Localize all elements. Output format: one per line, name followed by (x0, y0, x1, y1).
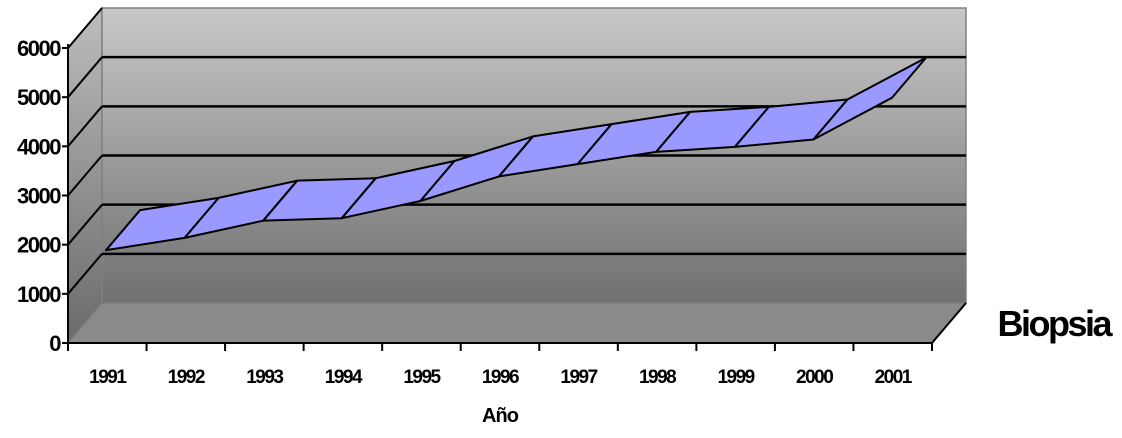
y-tick-label: 6000 (17, 36, 61, 61)
gridline-side (67, 253, 103, 295)
y-tick-label: 2000 (17, 233, 61, 258)
y-tick-label: 0 (49, 331, 61, 356)
x-tick-label: 2000 (796, 367, 833, 388)
x-tick-label: 1991 (89, 367, 127, 388)
gridline-side (67, 105, 103, 147)
x-tick-label: 1996 (482, 367, 519, 388)
y-tick-label: 4000 (17, 134, 61, 159)
x-axis-title: Año (482, 405, 519, 427)
x-tick-label: 1993 (246, 367, 283, 388)
floor-edge (931, 302, 967, 344)
x-tick-label: 1997 (560, 367, 597, 388)
series-segment (812, 56, 927, 141)
gridline-side (67, 154, 103, 197)
y-tick-label: 1000 (17, 282, 61, 307)
gridline-side (67, 204, 103, 246)
x-tick-label: 1994 (325, 367, 363, 388)
x-tick-label: 1995 (403, 367, 441, 388)
y-tick-label: 5000 (17, 85, 61, 110)
x-tick-label: 2001 (875, 367, 913, 388)
x-tick-label: 1998 (639, 367, 676, 388)
legend-label: Biopsia (997, 303, 1113, 344)
y-tick-label: 3000 (17, 184, 61, 209)
gridline-side (67, 7, 103, 49)
floor (66, 302, 968, 344)
x-tick-label: 1999 (717, 367, 754, 388)
x-tick-label: 1992 (168, 367, 205, 388)
gridline-side (67, 56, 103, 98)
